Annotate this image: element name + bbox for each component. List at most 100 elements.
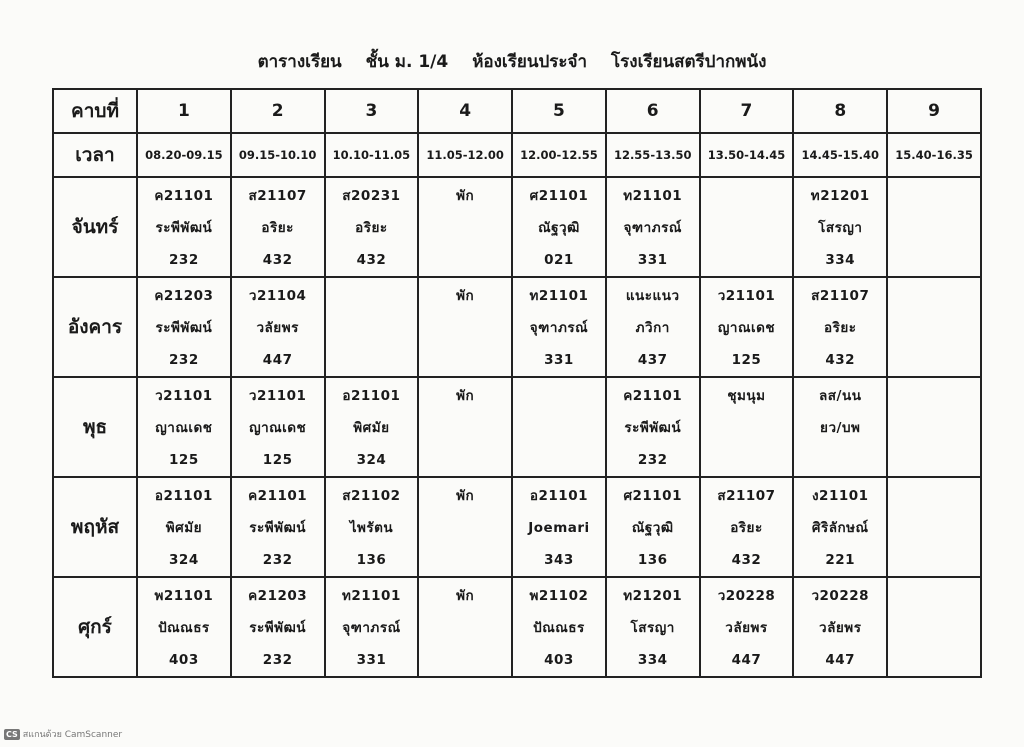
schedule-cell: พ21102 ปัณณธร 403 xyxy=(511,576,607,678)
room-number: 232 xyxy=(262,652,293,668)
schedule-cell: ท21201 โสรญา 334 xyxy=(604,576,701,678)
teacher-name: ญาณเดช xyxy=(155,420,213,436)
schedule-cell xyxy=(886,576,982,678)
schedule-cell: ส21107 อริยะ 432 xyxy=(229,176,326,278)
room-number: 403 xyxy=(544,652,574,668)
teacher-name: วลัยพร xyxy=(725,620,768,636)
subject-code: ท21101 xyxy=(623,188,683,204)
room-number: 432 xyxy=(356,252,387,268)
subject-code: พัก xyxy=(456,188,475,204)
schedule-cell xyxy=(511,376,607,478)
time-slot: 10.10-11.05 xyxy=(323,132,420,178)
teacher-name: วลัยพร xyxy=(819,620,862,636)
room-number: 432 xyxy=(825,352,856,368)
schedule-cell xyxy=(886,376,982,478)
schedule-cell: ค21101 ระพีพัฒน์ 232 xyxy=(136,176,232,278)
period-header-row: คาบที่ 1 2 3 4 5 6 7 8 9 xyxy=(52,88,982,134)
room-number: 334 xyxy=(825,252,856,268)
camscanner-logo: CS xyxy=(4,728,20,740)
teacher-name: ระพีพัฒน์ xyxy=(155,320,213,336)
subject-code: ชุมนุม xyxy=(727,388,766,404)
room-number: 232 xyxy=(262,552,293,568)
class-label: ชั้น ม. 1/4 xyxy=(365,52,449,72)
room-number: 437 xyxy=(637,352,668,368)
title-text: ตารางเรียน xyxy=(257,52,342,72)
room-label: ห้องเรียนประจำ xyxy=(472,52,588,72)
subject-code: อ21101 xyxy=(342,388,401,404)
teacher-name: อริยะ xyxy=(730,520,763,536)
period-number: 2 xyxy=(229,88,326,134)
subject-code: อ21101 xyxy=(154,488,213,504)
teacher-name: ณัฐวุฒิ xyxy=(631,520,674,536)
subject-code: ค21203 xyxy=(248,588,308,604)
room-number: 324 xyxy=(356,452,387,468)
day-name: จันทร์ xyxy=(52,176,138,278)
schedule-cell: ค21101 ระพีพัฒน์ 232 xyxy=(604,376,701,478)
teacher-name: ญาณเดช xyxy=(249,420,307,436)
schedule-cell: อ21101 Joemari 343 xyxy=(511,476,607,578)
schedule-cell xyxy=(886,276,982,378)
day-row: อังคาร ค21203 ระพีพัฒน์ 232 ว21104 วลัยพร 447 พ… xyxy=(52,276,982,378)
room-number: 447 xyxy=(825,652,856,668)
time-slot: 15.40-16.35 xyxy=(886,132,982,178)
schedule-cell: พัก xyxy=(417,176,514,278)
teacher-name: จุฑาภรณ์ xyxy=(623,220,682,236)
schedule-cell: ง21101 ศิริลักษณ์ 221 xyxy=(792,476,889,578)
subject-code: ค21203 xyxy=(154,288,214,304)
subject-code: ท21101 xyxy=(341,588,401,604)
teacher-name: พิศมัย xyxy=(353,420,390,436)
room-number: 447 xyxy=(262,352,293,368)
subject-code: ค21101 xyxy=(248,488,308,504)
subject-code: ส21102 xyxy=(342,488,401,504)
room-number: 432 xyxy=(731,552,762,568)
day-name: พฤหัส xyxy=(52,476,138,578)
period-number: 8 xyxy=(792,88,889,134)
teacher-name: วลัยพร xyxy=(256,320,299,336)
schedule-cell: ศ21101 ณัฐวุฒิ 136 xyxy=(604,476,701,578)
period-label: คาบที่ xyxy=(52,88,138,134)
schedule-cell: ค21101 ระพีพัฒน์ 232 xyxy=(229,476,326,578)
schedule-cell: ท21101 จุฑาภรณ์ 331 xyxy=(604,176,701,278)
room-number: 136 xyxy=(356,552,387,568)
teacher-name: โสรญา xyxy=(818,220,863,236)
period-number: 4 xyxy=(417,88,514,134)
subject-code: อ21101 xyxy=(529,488,588,504)
room-number: 324 xyxy=(169,552,199,568)
room-number: 232 xyxy=(169,352,199,368)
day-row: พฤหัส อ21101 พิศมัย 324 ค21101 ระพีพัฒน์ 232 ส2… xyxy=(52,476,982,578)
subject-code: ส21107 xyxy=(717,488,776,504)
teacher-name: อริยะ xyxy=(355,220,388,236)
subject-code: ส21107 xyxy=(248,188,307,204)
subject-code: พ21102 xyxy=(529,588,589,604)
teacher-name: อริยะ xyxy=(823,320,857,336)
watermark-text: สแกนด้วย CamScanner xyxy=(22,730,123,740)
schedule-cell: อ21101 พิศมัย 324 xyxy=(136,476,232,578)
period-number: 1 xyxy=(136,88,232,134)
time-slot: 12.00-12.55 xyxy=(511,132,607,178)
period-number: 6 xyxy=(604,88,701,134)
teacher-name: ญาณเดช xyxy=(717,320,776,336)
room-number: 447 xyxy=(731,652,762,668)
subject-code: ค21101 xyxy=(623,388,683,404)
school-name: โรงเรียนสตรีปากพนัง xyxy=(611,52,767,72)
schedule-cell: ว21101 ญาณเดช 125 xyxy=(136,376,232,478)
teacher-name: ณัฐวุฒิ xyxy=(538,220,580,236)
subject-code: แนะแนว xyxy=(625,288,680,304)
teacher-name: พิศมัย xyxy=(165,520,203,536)
period-number: 7 xyxy=(698,88,795,134)
period-number: 9 xyxy=(886,88,982,134)
teacher-name: จุฑาภรณ์ xyxy=(529,320,589,336)
subject-code: ศ21101 xyxy=(623,488,682,504)
room-number: 343 xyxy=(544,552,574,568)
time-slot: 14.45-15.40 xyxy=(792,132,889,178)
day-row: จันทร์ ค21101 ระพีพัฒน์ 232 ส21107 อริยะ 432 ส2… xyxy=(52,176,982,278)
teacher-name: ยว/บพ xyxy=(820,420,861,436)
room-number: 136 xyxy=(637,552,668,568)
time-slot: 12.55-13.50 xyxy=(604,132,701,178)
subject-code: พัก xyxy=(456,388,475,404)
subject-code: พัก xyxy=(456,588,475,604)
schedule-cell: พัก xyxy=(417,276,514,378)
teacher-name: โสรญา xyxy=(630,620,675,636)
subject-code: ว21101 xyxy=(717,288,776,304)
teacher-name: อริยะ xyxy=(261,220,294,236)
